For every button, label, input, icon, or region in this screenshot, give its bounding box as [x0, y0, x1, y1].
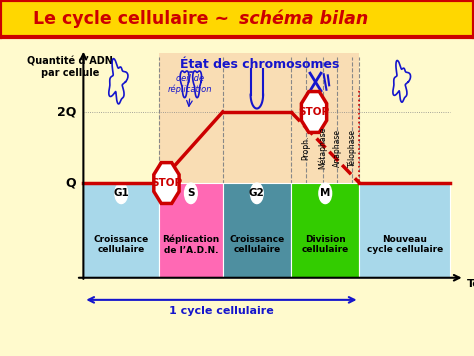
Bar: [159, 183, 223, 278]
Text: oeil de
réplication: oeil de réplication: [168, 74, 212, 94]
Polygon shape: [301, 91, 327, 132]
Text: Quantité d’ADN
par cellule: Quantité d’ADN par cellule: [27, 57, 113, 78]
Text: S: S: [187, 188, 195, 198]
Text: État des chromosomes: État des chromosomes: [180, 58, 339, 71]
Text: 1 cycle cellulaire: 1 cycle cellulaire: [169, 306, 274, 316]
Text: Anaphase: Anaphase: [333, 129, 342, 167]
Text: schéma bilan: schéma bilan: [239, 10, 369, 28]
Text: 2Q: 2Q: [57, 105, 76, 119]
Text: M: M: [320, 188, 330, 198]
Text: G1: G1: [113, 188, 129, 198]
Text: Télophase: Télophase: [347, 129, 357, 167]
Bar: [291, 183, 359, 278]
Text: Proph.: Proph.: [301, 135, 310, 160]
Text: Q: Q: [65, 177, 76, 189]
Bar: [223, 183, 291, 278]
Text: G2: G2: [249, 188, 264, 198]
Circle shape: [115, 183, 128, 204]
Text: Nouveau
cycle cellulaire: Nouveau cycle cellulaire: [366, 235, 443, 254]
Circle shape: [319, 183, 332, 204]
Text: STOP: STOP: [299, 107, 329, 117]
Text: Division
cellulaire: Division cellulaire: [301, 235, 349, 254]
Text: STOP: STOP: [151, 178, 182, 188]
Bar: [359, 183, 450, 278]
Circle shape: [250, 183, 263, 204]
Text: Croissance
cellulaire: Croissance cellulaire: [94, 235, 149, 254]
Circle shape: [184, 183, 197, 204]
Text: Métaphase: Métaphase: [318, 126, 328, 169]
Bar: [159, 53, 359, 183]
Polygon shape: [154, 163, 179, 203]
Text: Temps: Temps: [467, 279, 474, 289]
Text: Croissance
cellulaire: Croissance cellulaire: [229, 235, 284, 254]
Bar: [83, 183, 159, 278]
Text: Réplication
de l’A.D.N.: Réplication de l’A.D.N.: [162, 235, 219, 255]
Text: Le cycle cellulaire ~: Le cycle cellulaire ~: [33, 10, 235, 28]
